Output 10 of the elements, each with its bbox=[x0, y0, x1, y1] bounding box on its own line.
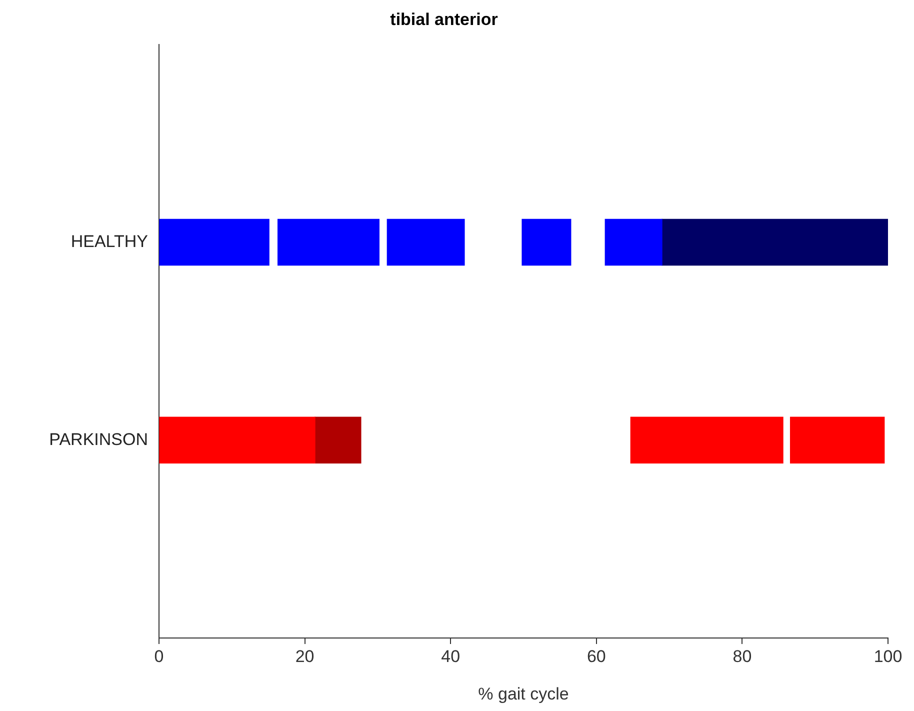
y-tick-label: PARKINSON bbox=[49, 430, 148, 449]
x-axis-title: % gait cycle bbox=[478, 684, 569, 704]
chart-title: tibial anterior bbox=[390, 10, 498, 29]
x-tick-label: 100 bbox=[874, 646, 902, 666]
x-tick-label: 80 bbox=[732, 646, 752, 666]
y-tick-label: HEALTHY bbox=[70, 232, 148, 251]
x-tick-label: 40 bbox=[441, 646, 460, 666]
x-tick-label: 0 bbox=[154, 646, 164, 666]
x-tick-label: 60 bbox=[586, 646, 606, 666]
x-tick-label: 20 bbox=[295, 646, 314, 666]
